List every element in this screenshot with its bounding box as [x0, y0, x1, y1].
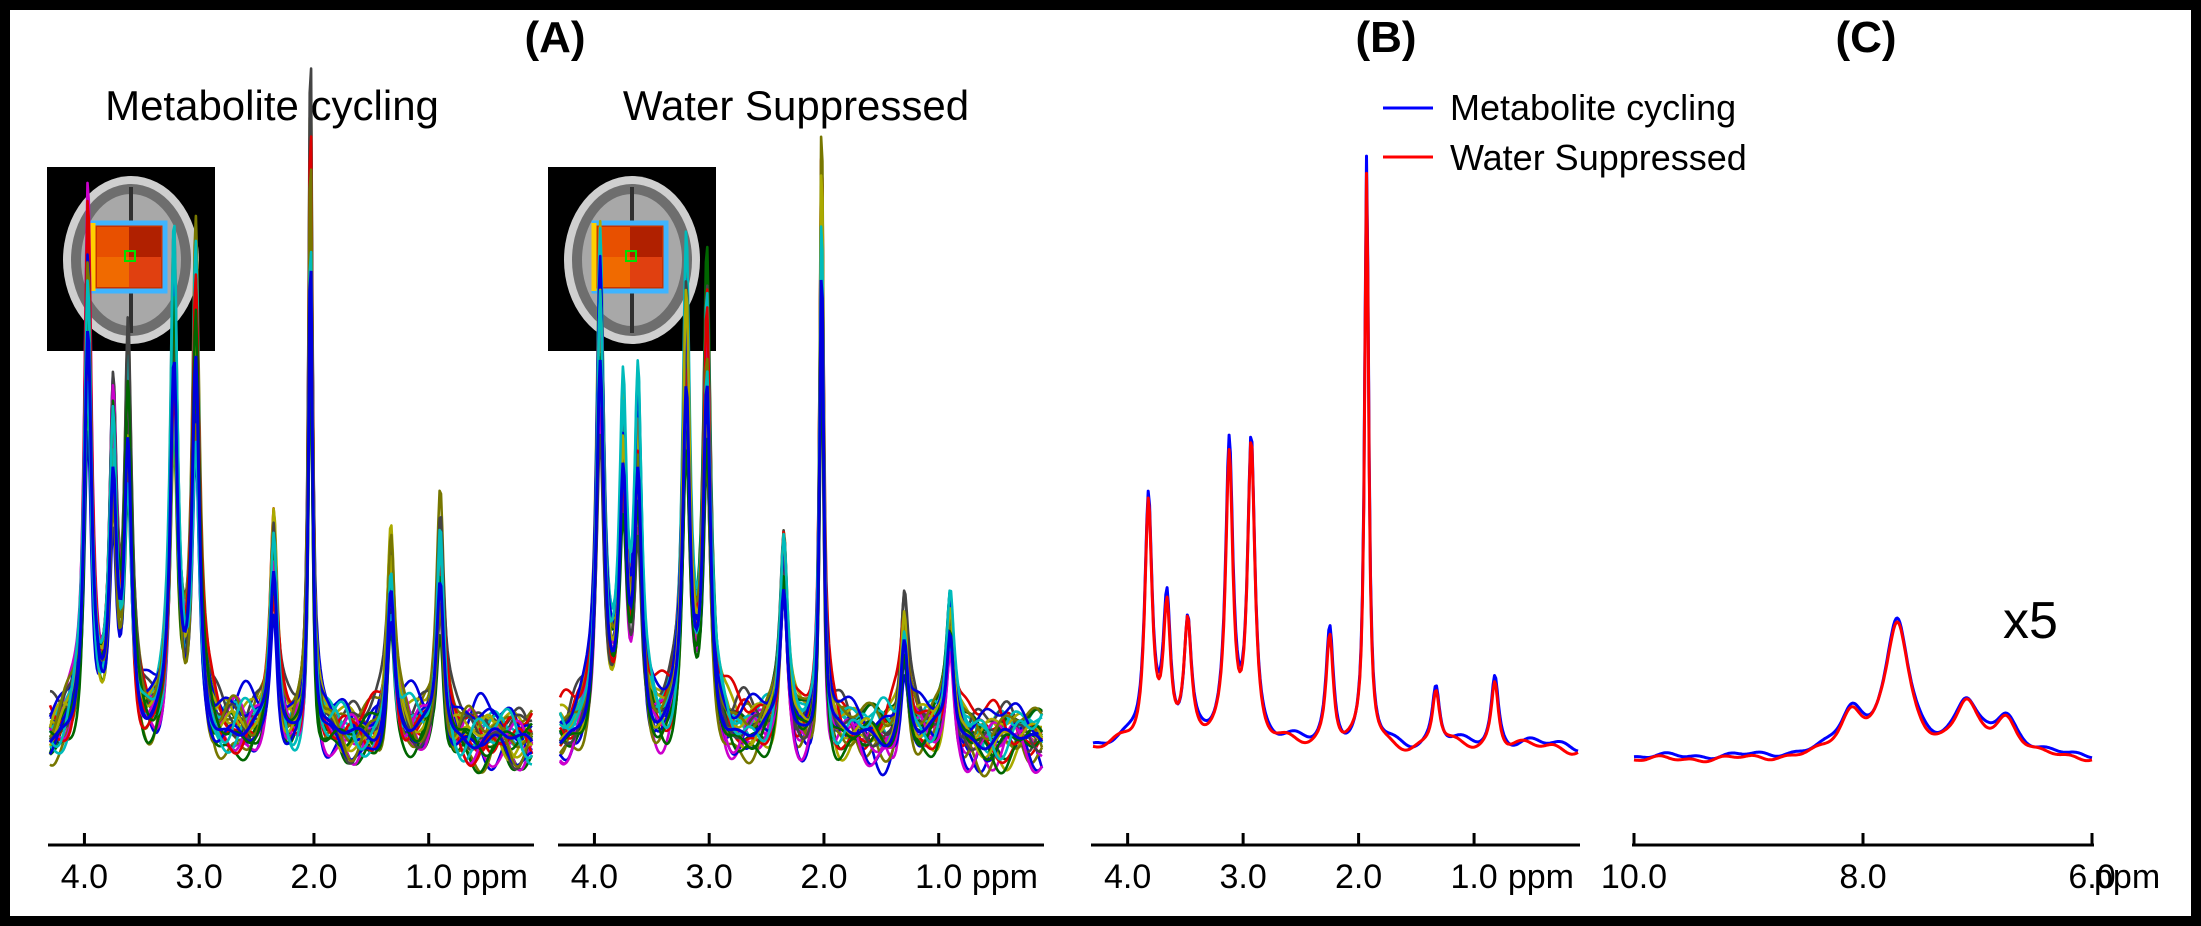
panel-label-b: (B): [1355, 13, 1416, 62]
x-tick-label: 4.0: [61, 858, 108, 896]
x-tick-label: 4.0: [1104, 858, 1151, 896]
x-axis-unit-label: ppm: [462, 858, 528, 896]
brain-mri-inset-water: [548, 167, 716, 351]
x-axis-unit-label: ppm: [2094, 858, 2160, 896]
legend: Metabolite cycling Water Suppressed: [1383, 87, 1747, 178]
spectra-panel-water-suppressed: 4.0 3.0 2.0 1.0 ppm: [558, 135, 1044, 896]
voxel-spectrum-line: [48, 270, 534, 750]
x-tick-label: 2.0: [1335, 858, 1382, 896]
spectra-panel-b-comparison: 4.0 3.0 2.0 1.0 ppm: [1091, 154, 1580, 896]
x-tick-label: 1.0: [1450, 858, 1497, 896]
legend-label-metabolite: Metabolite cycling: [1450, 87, 1736, 128]
series-line-metabolite-cycling: [1092, 154, 1579, 753]
x-tick-label: 3.0: [176, 858, 223, 896]
x-axis-unit-label: ppm: [972, 858, 1038, 896]
x-tick-label: 6.0: [2068, 858, 2115, 896]
x-tick-label: 1.0: [915, 858, 962, 896]
legend-label-water: Water Suppressed: [1450, 137, 1747, 178]
series-line-water-suppressed: [1092, 171, 1579, 756]
series-line-water-suppressed: [1633, 620, 2093, 764]
x-tick-label: 3.0: [686, 858, 733, 896]
spectra-panel-metabolite-cycling: 4.0 3.0 2.0 1.0 ppm: [48, 67, 534, 896]
voxel-spectrum-line: [558, 279, 1044, 751]
x-tick-label: 8.0: [1839, 858, 1886, 896]
x-tick-label: 2.0: [290, 858, 337, 896]
title-metabolite-cycling: Metabolite cycling: [105, 82, 439, 129]
x-tick-label: 10.0: [1601, 858, 1667, 896]
voxel-spectrum-line: [558, 225, 1044, 761]
x-tick-label: 1.0: [405, 858, 452, 896]
x-tick-label: 4.0: [571, 858, 618, 896]
scale-annotation-x5: x5: [2003, 592, 2058, 650]
series-line-metabolite-cycling: [1633, 616, 2093, 761]
brain-mri-inset-metabolite: [47, 167, 215, 351]
panel-label-a: (A): [524, 13, 585, 62]
panel-label-c: (C): [1835, 13, 1896, 62]
x-axis-unit-label: ppm: [1508, 858, 1574, 896]
x-tick-label: 3.0: [1219, 858, 1266, 896]
x-tick-label: 2.0: [800, 858, 847, 896]
title-water-suppressed: Water Suppressed: [623, 82, 969, 129]
